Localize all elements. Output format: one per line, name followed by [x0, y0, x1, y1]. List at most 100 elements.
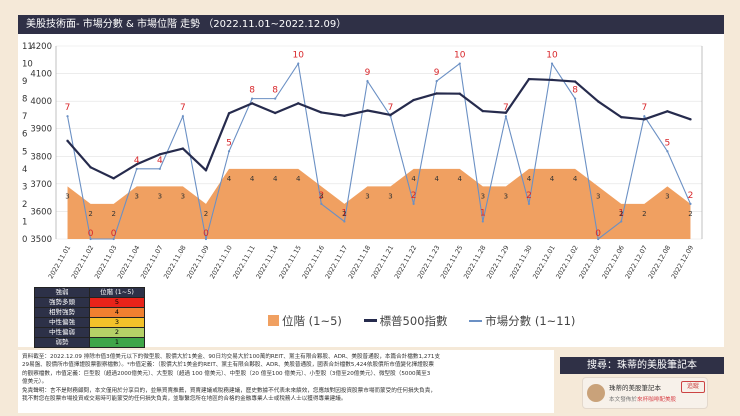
position-value-label: 3 — [158, 192, 162, 200]
right-tick-label: 1 — [22, 217, 27, 227]
position-area-series — [67, 168, 691, 239]
position-value-label: 2 — [619, 210, 623, 218]
sp500-point — [666, 110, 669, 113]
score-value-label: 5 — [665, 138, 671, 148]
score-value-label: 10 — [454, 51, 466, 61]
x-tick-label: 2022.11.15 — [277, 244, 303, 280]
score-point — [550, 62, 554, 65]
strength-row-label: 中性偏強 — [34, 317, 90, 328]
x-tick-label: 2022.11.21 — [370, 244, 396, 280]
sp500-point — [320, 111, 323, 114]
channel-name[interactable]: 珠蒂的美股筆記本 — [609, 384, 661, 392]
score-point — [297, 62, 300, 65]
sp500-point — [366, 109, 369, 112]
position-value-label: 3 — [481, 192, 485, 200]
search-banner[interactable]: 搜尋：珠蒂的美股筆記本 — [560, 357, 724, 374]
score-point — [204, 237, 208, 241]
position-value-label: 2 — [88, 210, 92, 218]
channel-sub-link[interactable]: 來杯咖啡配美股 — [636, 397, 677, 403]
score-value-label: 0 — [595, 229, 601, 239]
right-tick-label: 10 — [22, 60, 33, 70]
strength-row-label: 強勢多頭 — [34, 297, 90, 308]
legend-label-score: 市場分數 (1~11) — [485, 314, 576, 328]
score-point — [527, 202, 531, 206]
legend-item-position: 位階 (1~5) — [268, 313, 342, 329]
legend-item-sp500: 標普500指數 — [363, 313, 448, 329]
position-value-label: 3 — [388, 192, 392, 200]
score-point — [689, 202, 692, 206]
sp500-point — [273, 111, 277, 115]
score-point — [666, 150, 669, 153]
sp500-point — [250, 102, 254, 105]
strength-row-label: 中性偏弱 — [34, 327, 90, 338]
score-point — [643, 115, 646, 118]
sp500-point — [181, 147, 185, 150]
x-tick-label: 2022.11.25 — [439, 244, 465, 280]
strength-row-value: 2 — [89, 327, 145, 338]
score-value-label: 8 — [272, 86, 278, 96]
right-axis-ticks: 0 1 2 3 4 5 6 7 8 9 10 11 — [22, 42, 33, 245]
sp500-point — [527, 77, 531, 81]
right-tick-label: 8 — [22, 95, 27, 105]
channel-card[interactable]: 珠蒂的美股筆記本 追蹤 本文發佈於來杯咖啡配美股 — [582, 377, 708, 409]
position-value-label: 3 — [319, 192, 323, 200]
x-tick-label: 2022.11.10 — [208, 244, 234, 280]
legend-label-position: 位階 (1~5) — [282, 314, 342, 328]
x-tick-label: 2022.11.30 — [508, 244, 534, 280]
sp500-point — [89, 166, 92, 169]
chart-legend: 位階 (1~5) 標普500指數 市場分數 (1~11) — [268, 313, 593, 329]
score-point — [320, 202, 323, 206]
position-area — [67, 168, 691, 239]
sp500-point — [643, 118, 646, 121]
x-tick-label: 2022.11.14 — [254, 244, 280, 280]
score-value-label: 8 — [249, 86, 255, 96]
subscribe-button[interactable]: 追蹤 — [681, 381, 705, 393]
left-tick-label: 3700 — [30, 180, 52, 190]
x-tick-label: 2022.11.04 — [116, 244, 142, 280]
score-value-label: 10 — [293, 51, 305, 61]
strength-row-value: 1 — [89, 337, 145, 348]
position-value-label: 2 — [204, 210, 208, 218]
x-tick-label: 2022.12.01 — [531, 244, 557, 280]
chart-title: 美股技術面- 市場分數 & 市場位階 走勢 （2022.11.01~2022.1… — [18, 15, 724, 34]
footnote-text: 資料截至：2022.12.09 排除市值3億美元以下的微型股、股價大於1美金、9… — [22, 353, 552, 403]
x-tick-label: 2022.11.09 — [185, 244, 211, 280]
x-tick-label: 2022.12.02 — [554, 244, 580, 280]
strength-row-3: 中性偏強 3 — [34, 317, 145, 328]
position-value-label: 4 — [296, 175, 301, 183]
position-value-label: 4 — [411, 175, 416, 183]
left-tick-label: 4200 — [30, 42, 52, 52]
left-tick-label: 3900 — [30, 125, 52, 135]
score-line — [66, 62, 691, 240]
sp500-point — [343, 114, 346, 117]
strength-row-label: 弱勢 — [34, 337, 90, 348]
score-point — [620, 220, 623, 223]
score-point — [181, 115, 184, 118]
sp500-point — [435, 92, 438, 95]
score-value-label: 5 — [226, 138, 232, 148]
sp500-point — [596, 100, 600, 103]
score-value-label: 10 — [546, 51, 558, 61]
strength-row-4: 相對強勢 4 — [34, 307, 145, 318]
avatar[interactable] — [587, 384, 605, 402]
x-tick-label: 2022.11.16 — [301, 244, 327, 280]
left-axis-ticks: 3500 3600 3700 3800 3900 4000 4100 4200 — [30, 42, 52, 245]
score-point — [66, 115, 69, 118]
legend-item-score: 市場分數 (1~11) — [469, 313, 575, 329]
score-value-label: 1 — [480, 208, 486, 218]
sp500-point — [66, 139, 69, 143]
legend-swatch-score — [469, 320, 483, 322]
position-value-label: 4 — [550, 175, 555, 183]
sp500-line — [66, 77, 691, 180]
score-point — [158, 167, 161, 170]
score-value-label: 2 — [688, 191, 694, 201]
position-value-label: 2 — [111, 210, 115, 218]
footnote-disclaimer-2: 我不對您在股票市場投資或交易時可能蒙受的任何損失負責，並聯繫您所在地區的合格的金… — [22, 396, 347, 403]
score-value-label: 2 — [526, 191, 532, 201]
sp500-point — [204, 169, 208, 172]
footnote-source-4: 億美元）。 — [22, 379, 48, 386]
x-tick-label: 2022.12.06 — [600, 244, 626, 280]
x-tick-label: 2022.11.01 — [47, 244, 73, 280]
